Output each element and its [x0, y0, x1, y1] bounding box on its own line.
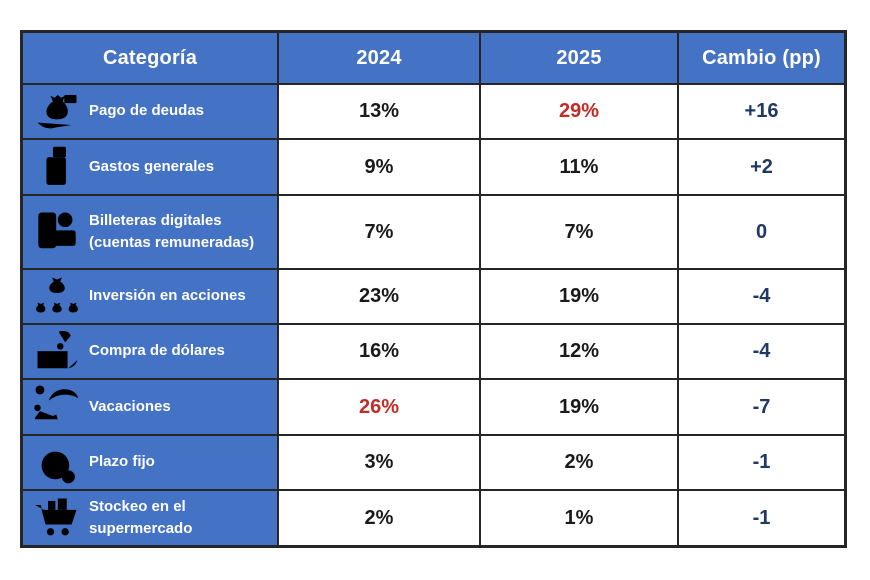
value-2024: 7%: [279, 196, 481, 270]
category-label: Pago de deudas: [89, 102, 205, 120]
value-2024: 2%: [279, 491, 481, 545]
category-cell: Plazo fijo: [23, 436, 279, 491]
value-2025: 7%: [481, 196, 679, 270]
category-label: Compra de dólares: [89, 342, 225, 360]
value-2025: 11%: [481, 140, 679, 196]
value-cambio: -1: [679, 436, 844, 491]
value-2024: 23%: [279, 270, 481, 325]
comparison-table: Categoría 2024 2025 Cambio (pp) Pago de …: [20, 30, 847, 548]
value-cambio: +2: [679, 140, 844, 196]
value-cambio: +16: [679, 85, 844, 140]
category-label: Billeteras digitales (cuentas remunerada…: [89, 211, 255, 252]
category-label: Vacaciones: [89, 397, 171, 415]
value-2024: 13%: [279, 85, 481, 140]
category-cell: Inversión en acciones: [23, 270, 279, 325]
value-cambio: -1: [679, 491, 844, 545]
value-2025: 19%: [481, 380, 679, 436]
category-cell: Stockeo en el supermercado: [23, 491, 279, 545]
value-2025: 2%: [481, 436, 679, 491]
value-2024: 26%: [279, 380, 481, 436]
value-cambio: 0: [679, 196, 844, 270]
pos-terminal-icon: [29, 141, 85, 193]
header-2025: 2025: [481, 33, 679, 85]
value-2025: 12%: [481, 325, 679, 380]
hand-banknote-icon: [29, 326, 85, 378]
beach-vacation-icon: [29, 381, 85, 433]
value-2024: 3%: [279, 436, 481, 491]
value-2024: 9%: [279, 140, 481, 196]
value-2025: 19%: [481, 270, 679, 325]
value-cambio: -7: [679, 380, 844, 436]
value-cambio: -4: [679, 270, 844, 325]
phone-wallet-icon: [29, 206, 85, 258]
header-categoria: Categoría: [23, 33, 279, 85]
category-cell: Billeteras digitales (cuentas remunerada…: [23, 196, 279, 270]
category-cell: Gastos generales: [23, 140, 279, 196]
category-label: Inversión en acciones: [89, 287, 246, 305]
header-cambio: Cambio (pp): [679, 33, 844, 85]
value-2025: 1%: [481, 491, 679, 545]
value-2025: 29%: [481, 85, 679, 140]
category-label: Gastos generales: [89, 157, 215, 175]
shopping-cart-icon: [29, 492, 85, 544]
value-cambio: -4: [679, 325, 844, 380]
category-cell: Compra de dólares: [23, 325, 279, 380]
money-bag-network-icon: [29, 271, 85, 323]
category-label: Stockeo en el supermercado: [89, 497, 193, 538]
money-bag-hand-icon: [29, 86, 85, 138]
category-label: Plazo fijo: [89, 453, 155, 471]
value-2024: 16%: [279, 325, 481, 380]
category-cell: Pago de deudas: [23, 85, 279, 140]
header-2024: 2024: [279, 33, 481, 85]
category-cell: Vacaciones: [23, 380, 279, 436]
stopwatch-dollar-icon: [29, 437, 85, 489]
